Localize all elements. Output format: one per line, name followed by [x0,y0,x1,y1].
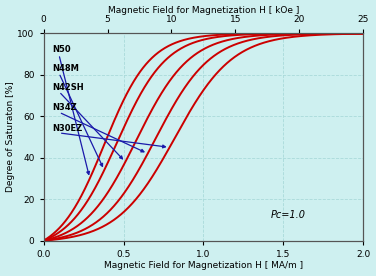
Text: N30EZ: N30EZ [52,124,83,133]
Text: N34Z: N34Z [52,104,77,113]
Y-axis label: Degree of Saturaton [%]: Degree of Saturaton [%] [6,82,15,192]
X-axis label: Magnetic Field for Magnetization H [ kOe ]: Magnetic Field for Magnetization H [ kOe… [108,6,299,15]
Text: N50: N50 [52,46,71,54]
Text: N42SH: N42SH [52,83,84,92]
X-axis label: Magnetic Field for Magnetization H [ MA/m ]: Magnetic Field for Magnetization H [ MA/… [104,261,303,270]
Text: Pc=1.0: Pc=1.0 [271,210,306,220]
Text: N48M: N48M [52,64,79,73]
